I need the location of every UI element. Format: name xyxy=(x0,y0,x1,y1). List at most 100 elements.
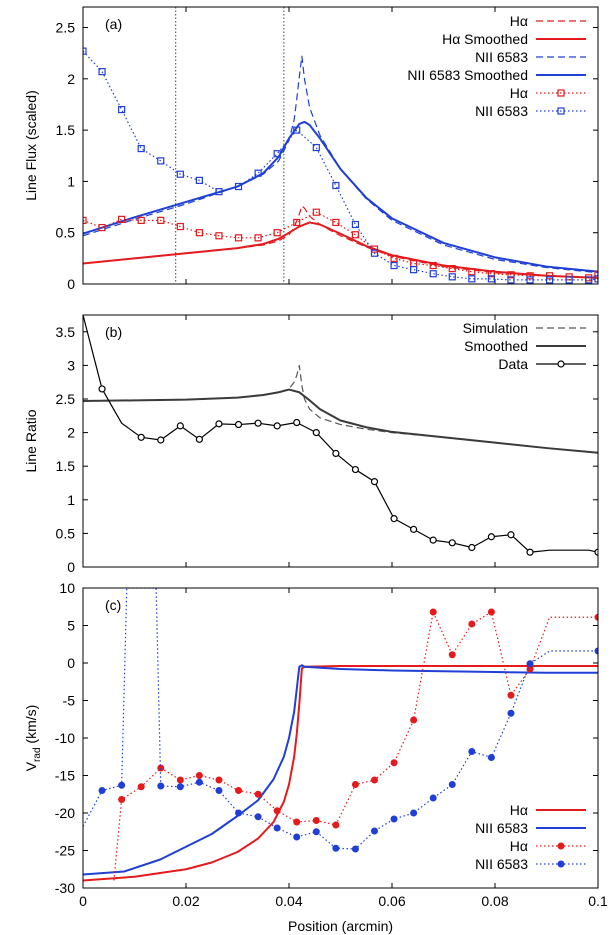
data-point xyxy=(83,47,87,55)
y-tick-label: 10 xyxy=(59,580,75,596)
data-point xyxy=(332,218,340,227)
legend-label: NII 6583 xyxy=(475,856,528,872)
data-point xyxy=(157,782,165,790)
y-tick-label: 0.5 xyxy=(56,225,76,241)
data-point xyxy=(487,533,495,541)
data-point xyxy=(234,182,243,191)
data-point xyxy=(137,433,145,441)
data-point xyxy=(157,436,165,444)
data-point xyxy=(273,229,281,237)
data-point xyxy=(312,429,320,437)
data-point xyxy=(487,270,495,278)
y-tick-label: -5 xyxy=(63,693,76,709)
data-point xyxy=(137,216,145,224)
data-point xyxy=(429,270,437,278)
data-point xyxy=(254,790,262,798)
data-point xyxy=(487,275,495,283)
y-tick-label: -10 xyxy=(55,730,75,746)
data-point xyxy=(215,776,223,784)
y-tick-label: 2.5 xyxy=(56,391,76,407)
data-point xyxy=(390,759,398,767)
legend-label: Hα Smoothed xyxy=(442,31,528,47)
x-tick-label: 0.04 xyxy=(275,893,302,909)
legend-marker xyxy=(557,89,565,97)
data-point xyxy=(273,824,281,832)
data-point xyxy=(468,268,476,276)
data-point xyxy=(429,536,437,544)
data-point xyxy=(118,781,126,789)
data-point xyxy=(370,827,378,835)
data-point xyxy=(448,273,456,281)
chart-panel-1: 0 0.5 1 1.5 2 2.5 (a) Line Flux (scaled) Hα Hα Sm… xyxy=(23,6,599,292)
data-point xyxy=(507,276,515,284)
data-point xyxy=(594,613,598,621)
legend-marker xyxy=(557,107,565,115)
y-axis-label: Line Ratio xyxy=(23,409,39,472)
data-point xyxy=(273,422,281,430)
legend-label: Hα xyxy=(510,13,528,29)
legend-marker xyxy=(557,360,565,368)
data-point xyxy=(507,691,515,699)
data-point xyxy=(312,817,320,824)
legend-label: Hα xyxy=(510,85,528,101)
data-point xyxy=(507,271,515,279)
plot-frame xyxy=(82,314,599,568)
legend-label: NII 6583 Smoothed xyxy=(407,67,528,83)
data-point xyxy=(176,776,184,784)
data-point xyxy=(118,215,126,223)
x-axis-label: Position (arcmin) xyxy=(288,918,393,934)
data-point xyxy=(594,275,598,283)
data-point xyxy=(507,709,515,717)
data-point xyxy=(545,272,554,280)
data-point xyxy=(545,276,554,284)
data-point xyxy=(254,234,262,242)
plot-area xyxy=(83,47,598,284)
data-point xyxy=(215,420,223,428)
data-point xyxy=(118,796,126,803)
data-point xyxy=(585,276,593,284)
data-point xyxy=(526,548,534,556)
data-point xyxy=(390,261,398,270)
y-tick-label: 0 xyxy=(67,559,75,575)
data-point xyxy=(176,783,184,791)
data-point xyxy=(98,223,106,232)
series-line-2 xyxy=(83,221,598,279)
data-point xyxy=(234,234,243,242)
data-point xyxy=(351,781,359,788)
data-point xyxy=(370,249,379,257)
data-point xyxy=(157,216,165,224)
data-point xyxy=(410,809,418,817)
data-point xyxy=(137,783,145,791)
data-point xyxy=(468,620,476,628)
data-point xyxy=(98,68,106,76)
data-point xyxy=(118,105,126,114)
data-point xyxy=(176,222,184,231)
data-point xyxy=(351,845,359,853)
data-point xyxy=(429,261,437,270)
series-line-4 xyxy=(83,588,598,850)
x-tick-label: 0.08 xyxy=(481,893,508,909)
data-point xyxy=(594,647,598,655)
data-point xyxy=(98,787,106,794)
legend: Simulation Smoothed Data xyxy=(463,320,586,372)
legend-label: NII 6583 xyxy=(475,49,528,65)
data-point xyxy=(351,231,360,239)
data-point xyxy=(448,781,456,788)
y-tick-label: 0 xyxy=(67,655,75,671)
data-point xyxy=(157,157,165,165)
y-axis-label: Line Flux (scaled) xyxy=(23,90,39,201)
data-point xyxy=(293,418,301,427)
chart-panel-3: -30 -25 -20 -15 -10 -5 0 5 10 0 0.02 0.04 0.06 0.08 0.… xyxy=(23,580,608,934)
y-tick-label: 2.5 xyxy=(56,20,76,36)
data-point xyxy=(215,787,223,794)
legend-label: Simulation xyxy=(463,320,528,336)
data-point xyxy=(390,815,398,823)
data-point xyxy=(594,271,598,279)
series-line-3 xyxy=(83,315,598,553)
data-point xyxy=(468,748,476,755)
data-point xyxy=(332,449,340,458)
y-tick-label: 3.5 xyxy=(56,324,76,340)
data-point xyxy=(370,478,379,486)
y-tick-label: -15 xyxy=(55,768,75,784)
